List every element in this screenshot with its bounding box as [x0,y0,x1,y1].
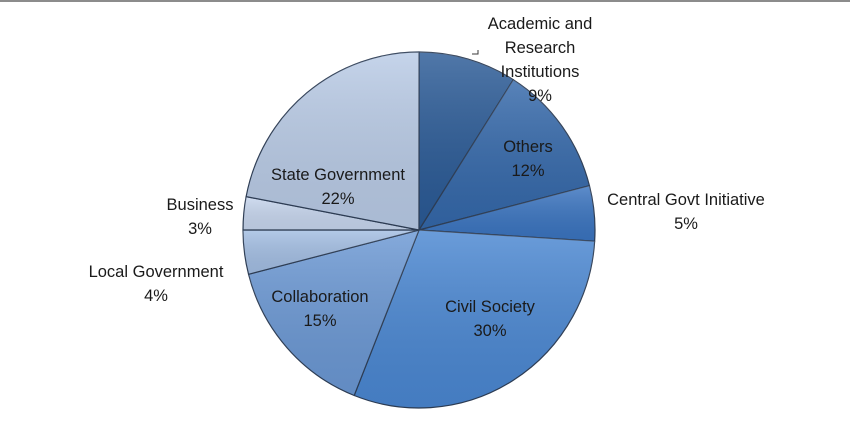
slice-label-local-government: Local Government 4% [89,263,224,305]
slice-label-collaboration: Collaboration 15% [271,288,368,330]
slice-value-label: 30% [473,322,506,340]
slice-label-state-government: State Government 22% [271,166,405,208]
slice-name-label: Local Government [89,263,224,281]
slice-label-academic-and-research-institutions: Academic and Research Institutions 9% [488,15,593,105]
slice-value-label: 15% [303,312,336,330]
slice-name-label: Collaboration [271,288,368,306]
pie-slice-shading [419,52,514,230]
slice-value-label: 5% [674,215,698,233]
slice-name-label: Business [167,196,234,214]
slice-value-label: 9% [528,87,552,105]
slice-name-label: Academic and [488,15,593,33]
slice-label-central-govt-initiative: Central Govt Initiative 5% [607,191,765,233]
pie-slice-shading [354,230,595,408]
slice-name-label: Institutions [501,63,580,81]
slice-value-label: 22% [321,190,354,208]
slice-name-label: Central Govt Initiative [607,191,765,209]
leader-line [472,50,479,55]
pie-slice-shading [246,52,419,230]
pie-slice-shading [243,230,419,275]
slice-label-business: Business 3% [167,196,234,238]
slice-name-label: Research [505,39,576,57]
slice-name-label: Civil Society [445,298,536,316]
slice-label-civil-society: Civil Society 30% [445,298,536,340]
slice-name-label: Others [503,138,553,156]
slice-label-others: Others 12% [503,138,553,180]
pie-labels: Academic and Research Institutions 9% Others… [89,15,765,340]
slice-value-label: 4% [144,287,168,305]
pie-slices [242,51,596,409]
slice-name-label: State Government [271,166,405,184]
slice-value-label: 12% [511,162,544,180]
pie-slice-shading [419,185,595,242]
slice-value-label: 3% [188,220,212,238]
pie-slice-shading [419,79,590,231]
pie-slice-shading [248,230,419,396]
